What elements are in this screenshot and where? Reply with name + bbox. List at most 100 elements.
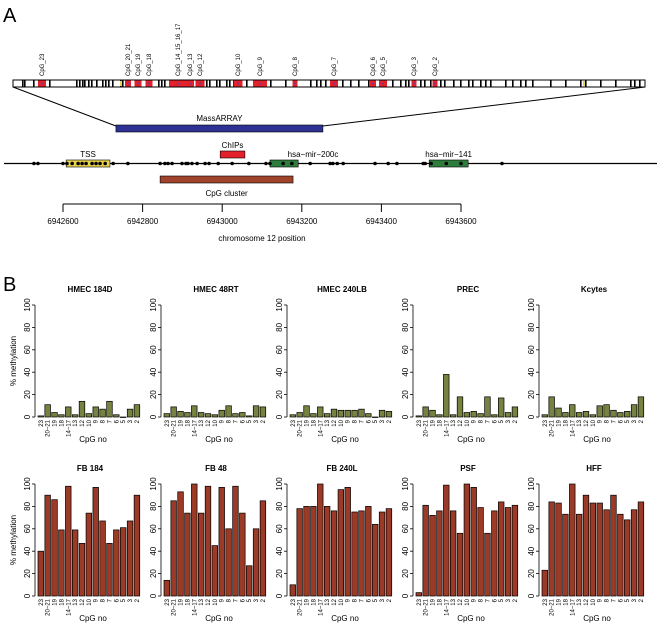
cpg-site-dot: [94, 161, 98, 166]
cpg-site-marker: [237, 82, 239, 85]
bar: [456, 396, 464, 418]
y-tick-label: 60: [149, 524, 158, 533]
x-tick-label: 14−17: [570, 419, 576, 437]
cpg-site-marker: [434, 82, 436, 85]
tss-marker: [583, 81, 585, 86]
x-tick-label: 13: [199, 598, 205, 605]
cpg-site-dot: [281, 161, 285, 166]
bar: [344, 409, 351, 418]
cpg-site-marker: [333, 82, 335, 85]
bar: [37, 415, 44, 418]
bar: [470, 487, 477, 597]
axis-tick-label: 6943400: [366, 217, 398, 226]
fragment-boundary: [79, 80, 81, 87]
cpg-label: CpG_19: [136, 53, 142, 76]
x-tick-label: 18: [563, 419, 569, 426]
y-tick-label: 100: [149, 298, 158, 312]
y-tick-label: 100: [401, 477, 410, 491]
bar: [429, 409, 436, 418]
fragment-boundary: [460, 80, 462, 87]
x-tick-label: 9: [472, 419, 478, 423]
cpg-site-marker: [148, 82, 150, 85]
bar: [51, 412, 58, 418]
y-tick-label: 40: [149, 546, 158, 555]
fragment-boundary: [453, 80, 455, 87]
x-tick-label: 3: [380, 419, 386, 423]
bar: [463, 412, 471, 418]
bar: [92, 406, 99, 418]
bar: [351, 409, 358, 418]
fragment-boundary: [216, 80, 218, 87]
zoom-line-right: [322, 86, 646, 127]
bar: [211, 545, 219, 597]
cpg-site-dot: [76, 161, 80, 166]
x-tick-label: 20−21: [298, 598, 304, 616]
bar: [429, 515, 436, 597]
x-tick-label: 19: [305, 419, 311, 426]
x-tick-label: 18: [437, 598, 443, 605]
bar: [323, 506, 331, 597]
bar: [296, 412, 303, 418]
cpg-site-dot: [84, 161, 88, 166]
cpg-label: CpG_3: [412, 56, 418, 76]
x-tick-label: 2: [135, 419, 141, 423]
cpg-label: CpG_6: [371, 56, 377, 76]
bar: [456, 532, 464, 597]
bar: [177, 411, 184, 418]
fragment-boundary: [122, 80, 124, 87]
x-tick-label: 23: [291, 419, 297, 426]
y-tick-label: 0: [401, 414, 410, 419]
x-tick-label: 6: [366, 419, 372, 423]
fragment-boundary: [444, 80, 446, 87]
fragment-boundary: [420, 80, 422, 87]
cpg-site-marker: [199, 82, 201, 85]
bar: [106, 543, 113, 597]
x-tick-label: 6: [114, 598, 120, 602]
cpg-site-dot: [230, 161, 234, 166]
cpg-site-dot: [216, 161, 221, 166]
x-tick-label: 9: [94, 598, 100, 602]
x-tick-label: 14−17: [192, 598, 198, 616]
fragment-boundary: [164, 80, 166, 87]
y-tick-label: 20: [275, 569, 284, 578]
bar: [184, 512, 191, 597]
bar: [449, 414, 457, 418]
x-tick-label: 20−21: [550, 419, 556, 437]
x-tick-label: 5: [373, 419, 379, 423]
y-tick-label: 0: [149, 414, 158, 419]
x-tick-label: 13: [451, 419, 457, 426]
bar: [436, 414, 443, 418]
x-tick-label: 3: [632, 598, 638, 602]
massarray-label: MassARRAY: [196, 114, 243, 123]
chart-title: FB 184: [77, 464, 104, 473]
massarray-region: [115, 124, 324, 133]
bar: [78, 400, 86, 418]
chips-region: [219, 150, 246, 159]
x-tick-label: 19: [53, 598, 59, 605]
fragment-boundary: [270, 80, 272, 87]
bar: [289, 414, 296, 418]
x-tick-label: 3: [128, 419, 134, 423]
x-tick-label: 7: [611, 598, 617, 602]
x-tick-label: 18: [59, 598, 65, 605]
x-tick-label: 10: [339, 419, 345, 426]
x-tick-label: 5: [625, 419, 631, 423]
bar: [99, 408, 106, 418]
x-tick-label: 7: [233, 598, 239, 602]
bar: [58, 414, 65, 418]
bar: [443, 484, 450, 597]
bar: [637, 501, 645, 597]
cpg-site-dot: [170, 161, 174, 166]
cpg-labels: CpG_23 CpG_20_21 CpG_19 CpG_18 CpG_14_15_16_…: [40, 23, 439, 76]
x-tick-label: 12: [458, 598, 464, 605]
cpg-site-dot: [111, 161, 115, 166]
bar: [303, 506, 310, 597]
cpg-label: CpG_23: [40, 53, 46, 76]
x-tick-label: 8: [227, 598, 233, 602]
fragment-boundary: [490, 80, 492, 87]
cpg-site-marker: [413, 82, 415, 85]
x-tick-label: 2: [261, 598, 267, 602]
x-tick-label: 7: [107, 598, 113, 602]
fragment-boundary: [22, 80, 24, 87]
